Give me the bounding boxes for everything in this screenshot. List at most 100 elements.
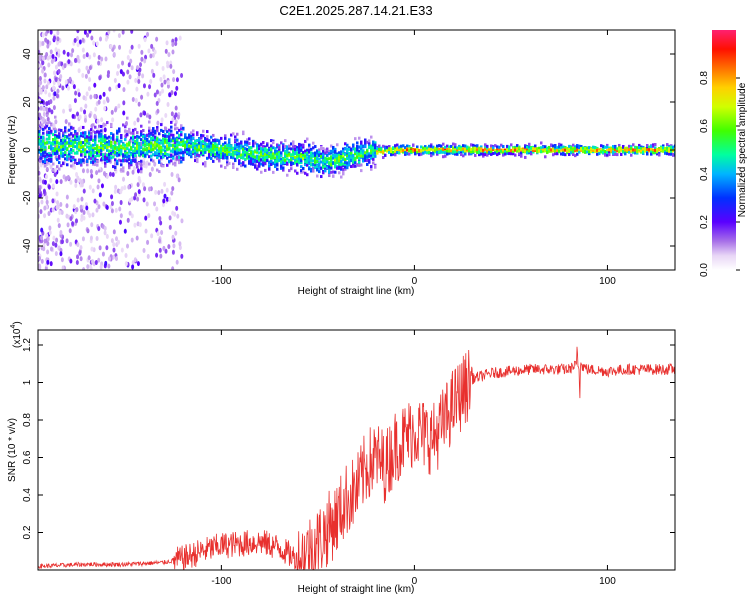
spectrogram-band-cell <box>390 150 393 154</box>
spectrogram-noise-cell <box>90 222 94 228</box>
spectrogram-band-cell <box>238 147 241 151</box>
spectrogram-band-cell <box>360 140 363 144</box>
snr-ytick-label: 0.6 <box>22 450 33 464</box>
spectrogram-band-cell <box>62 134 65 138</box>
spectrogram-noise-cell <box>45 199 49 205</box>
spectrogram-band-cell <box>666 143 669 147</box>
spectrogram-noise-cell <box>43 205 47 211</box>
spectrogram-noise-cell <box>153 161 157 167</box>
spectrogram-band-cell <box>60 128 63 132</box>
spectrogram-band-cell <box>644 149 647 153</box>
spectrogram-band-cell <box>266 142 269 146</box>
spectrogram-band-cell <box>232 162 235 166</box>
spectrogram-band-cell <box>90 157 93 161</box>
spectrogram-noise-cell <box>147 213 151 219</box>
spectrogram-band-cell <box>196 157 199 161</box>
spectrogram-band-cell <box>342 162 345 166</box>
spectrogram-band-cell <box>602 144 605 148</box>
spectrogram-band-cell <box>164 149 167 153</box>
spectrogram-band-cell <box>208 155 211 159</box>
spectrogram-band-cell <box>78 158 81 162</box>
spectrogram-noise-cell <box>90 173 94 179</box>
spectrogram-band-cell <box>336 156 339 160</box>
spectrogram-band-cell <box>316 160 319 164</box>
spectrogram-band-cell <box>88 133 91 137</box>
spectrogram-noise-cell <box>171 42 175 48</box>
spectrogram-band-cell <box>190 145 193 149</box>
spectrogram-band-cell <box>242 130 245 134</box>
spectrogram-band-cell <box>148 149 151 153</box>
spectrogram-band-cell <box>76 135 79 139</box>
spectrogram-noise-cell <box>172 243 176 249</box>
spectrogram-band-cell <box>294 152 297 156</box>
spectrogram-band-cell <box>454 143 457 147</box>
spectrogram-band-cell <box>416 148 419 152</box>
spectrogram-band-cell <box>144 134 147 138</box>
spectrogram-noise-cell <box>82 188 86 194</box>
spectrogram-band-cell <box>148 134 151 138</box>
spectrogram-band-cell <box>192 147 195 151</box>
spectrogram-band-cell <box>94 135 97 139</box>
spectrogram-noise-cell <box>83 109 87 115</box>
spectrogram-band-cell <box>60 142 63 146</box>
spectrogram-noise-cell <box>132 165 136 171</box>
spectrogram-band-cell <box>572 150 575 154</box>
spectrogram-band-cell <box>148 140 151 144</box>
spectrogram-band-cell <box>314 165 317 169</box>
spectrogram-band-cell <box>274 163 277 167</box>
spectrogram-band-cell <box>324 160 327 164</box>
spectrogram-noise-cell <box>45 174 49 180</box>
spectrogram-band-cell <box>64 152 67 156</box>
spectrogram-band-cell <box>552 153 555 157</box>
spectrogram-band-cell <box>334 158 337 162</box>
spectrogram-band-cell <box>514 153 517 157</box>
spectrogram-band-cell <box>192 145 195 149</box>
spectrogram-band-cell <box>284 154 287 158</box>
spectrogram-band-cell <box>152 127 155 131</box>
spectrogram-band-cell <box>158 138 161 142</box>
spectrogram-band-cell <box>258 162 261 166</box>
spectrogram-band-cell <box>498 147 501 151</box>
spectrogram-band-cell <box>468 152 471 156</box>
spectrogram-band-cell <box>90 146 93 150</box>
spectrogram-band-cell <box>54 138 57 142</box>
spectrogram-noise-cell <box>124 252 128 258</box>
spectrogram-band-cell <box>226 163 229 167</box>
spectrogram-noise-cell <box>84 73 88 79</box>
spectrogram-band-cell <box>290 147 293 151</box>
spectrogram-band-cell <box>60 145 63 149</box>
spectrogram-band-cell <box>484 147 487 151</box>
spectrogram-band-cell <box>76 162 79 166</box>
spectrogram-band-cell <box>138 147 141 151</box>
spectrogram-band-cell <box>430 147 433 151</box>
spectrogram-band-cell <box>78 136 81 140</box>
spectrogram-band-cell <box>660 146 663 150</box>
spectrogram-band-cell <box>134 139 137 143</box>
spectrogram-band-cell <box>428 147 431 151</box>
spectrogram-noise-cell <box>46 30 50 34</box>
spectrogram-band-cell <box>232 146 235 150</box>
spectrogram-band-cell <box>574 145 577 149</box>
spectrogram-band-cell <box>104 135 107 139</box>
spectrogram-band-cell <box>546 146 549 150</box>
spectrogram-band-cell <box>302 143 305 147</box>
spectrogram-band-cell <box>628 144 631 148</box>
spectrogram-band-cell <box>264 152 267 156</box>
spectrogram-band-cell <box>140 138 143 142</box>
spectrogram-noise-cell <box>97 60 101 66</box>
spectrogram-noise-cell <box>60 210 64 216</box>
spectrogram-band-cell <box>114 146 117 150</box>
spectrogram-band-cell <box>512 152 515 156</box>
spectrogram-band-cell <box>206 130 209 134</box>
spectrogram-band-cell <box>554 149 557 153</box>
spectrogram-band-cell <box>150 154 153 158</box>
spectrogram-band-cell <box>630 149 633 153</box>
spectrogram-band-cell <box>116 151 119 155</box>
spectrogram-band-cell <box>476 148 479 152</box>
spectrogram-band-cell <box>320 146 323 150</box>
spectrogram-band-cell <box>246 138 249 142</box>
spectrogram-noise-cell <box>133 222 137 228</box>
spectrogram-band-cell <box>394 153 397 157</box>
spectrogram-band-cell <box>68 133 71 137</box>
